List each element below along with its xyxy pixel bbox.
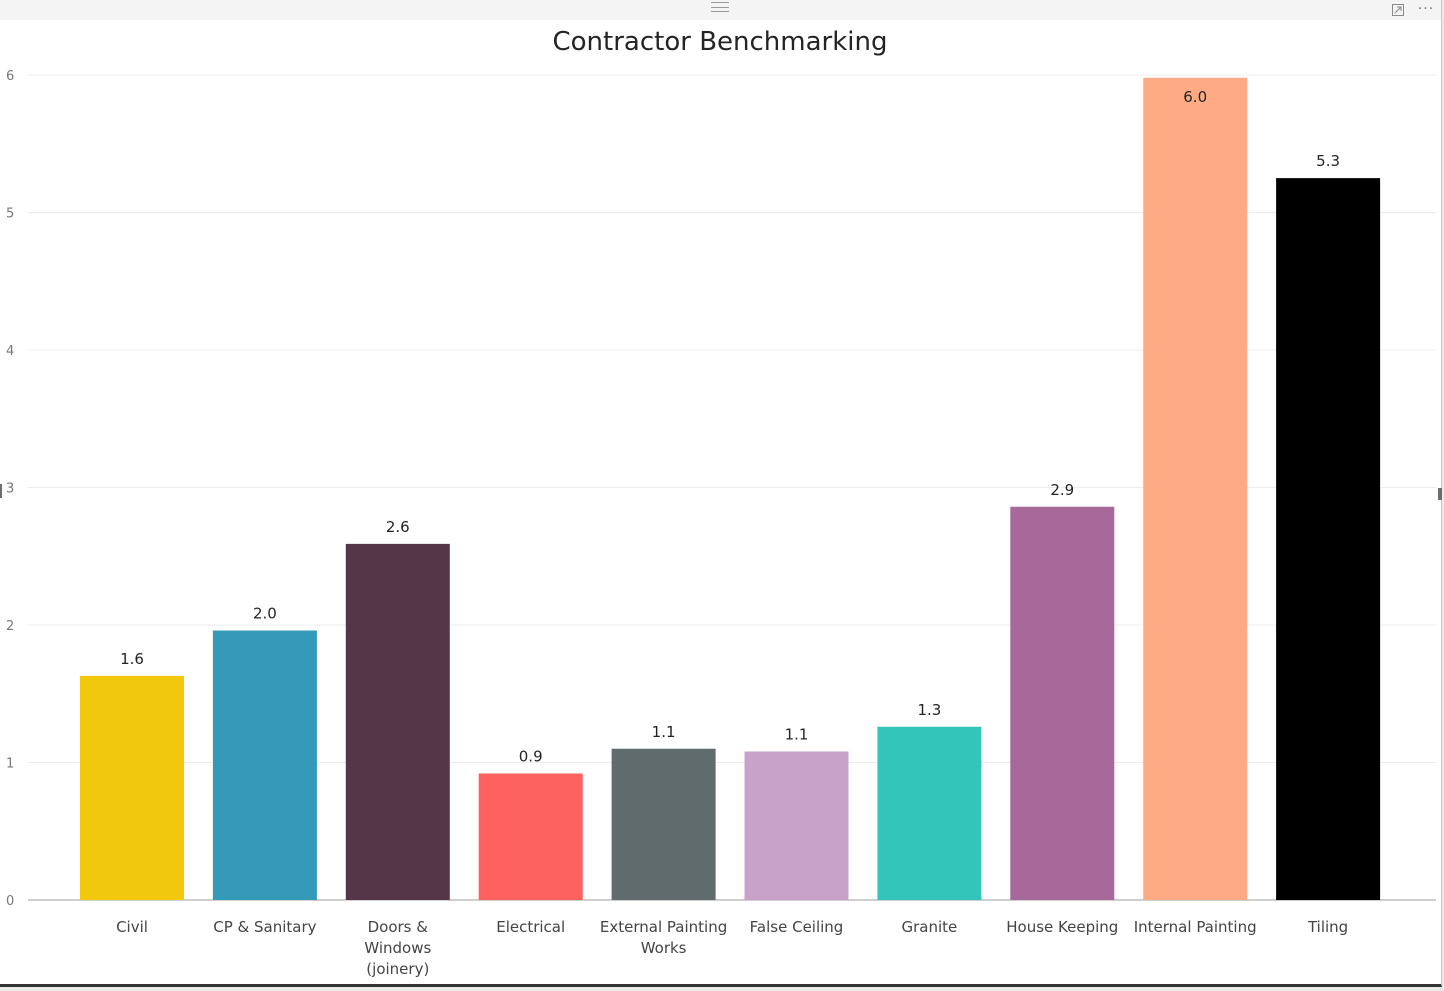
x-tick-label: Electrical <box>496 918 565 936</box>
x-tick-label: (joinery) <box>366 960 429 978</box>
bar-house-keeping[interactable] <box>1010 506 1115 900</box>
bar-tiling[interactable] <box>1276 178 1381 900</box>
visual-header <box>0 0 1441 20</box>
y-tick-label: 5 <box>6 207 14 222</box>
bar-electrical[interactable] <box>478 773 583 901</box>
x-tick-label: Civil <box>116 918 148 936</box>
x-tick-label: CP & Sanitary <box>213 918 316 936</box>
more-options-icon[interactable]: ··· <box>1417 1 1435 17</box>
x-tick-label: Tiling <box>1307 918 1348 936</box>
data-label: 5.3 <box>1316 152 1340 170</box>
drag-handle-icon[interactable] <box>711 2 729 12</box>
x-tick-label: Internal Painting <box>1134 918 1257 936</box>
x-tick-label: External Painting <box>600 918 727 936</box>
y-tick-label: 0 <box>6 894 14 909</box>
x-tick-label: Windows <box>364 939 431 957</box>
data-label: 1.3 <box>917 701 941 719</box>
resize-handle[interactable] <box>1438 488 1442 500</box>
x-tick-label: House Keeping <box>1006 918 1118 936</box>
y-tick-label: 6 <box>6 69 14 84</box>
data-label: 6.0 <box>1183 88 1207 106</box>
y-tick-label: 2 <box>6 619 14 634</box>
data-label: 2.9 <box>1050 481 1074 499</box>
data-label: 1.1 <box>652 723 676 741</box>
focus-mode-icon[interactable] <box>1392 4 1404 16</box>
x-tick-label: Doors & <box>368 918 429 936</box>
bar-granite[interactable] <box>877 726 982 900</box>
bar-false-ceiling[interactable] <box>744 751 849 901</box>
data-label: 2.0 <box>253 605 277 623</box>
x-tick-label: False Ceiling <box>750 918 844 936</box>
data-label: 0.9 <box>519 748 543 766</box>
x-tick-label: Granite <box>902 918 958 936</box>
bar-internal-painting[interactable] <box>1143 77 1248 900</box>
data-label: 1.6 <box>120 650 144 668</box>
bar-cp-sanitary[interactable] <box>212 630 317 901</box>
resize-handle-left[interactable] <box>0 484 2 498</box>
chart-title: Contractor Benchmarking <box>552 27 888 57</box>
x-tick-label: Works <box>641 939 687 957</box>
data-label: 1.1 <box>785 726 809 744</box>
data-label: 2.6 <box>386 518 410 536</box>
y-tick-label: 3 <box>6 482 14 497</box>
bar-external-painting-works[interactable] <box>611 748 716 900</box>
y-tick-label: 1 <box>6 757 14 772</box>
bar-civil[interactable] <box>80 675 184 900</box>
y-tick-label: 4 <box>6 344 14 359</box>
bar-doors-windows-joinery-[interactable] <box>345 543 450 900</box>
